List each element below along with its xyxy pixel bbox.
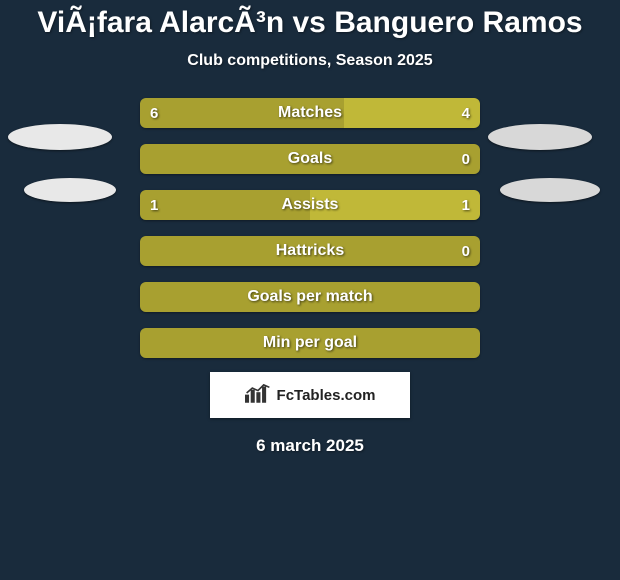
bar-wrap: Goals0 (140, 144, 480, 174)
date-text: 6 march 2025 (0, 436, 620, 456)
player-marker (500, 178, 600, 202)
bar-wrap: Goals per match (140, 282, 480, 312)
attribution-badge: FcTables.com (210, 372, 410, 418)
bar-label: Hattricks (140, 236, 480, 266)
bar-wrap: Min per goal (140, 328, 480, 358)
bar-label: Min per goal (140, 328, 480, 358)
player-marker (488, 124, 592, 150)
player-marker (24, 178, 116, 202)
attribution-icon (245, 383, 271, 407)
player-marker (8, 124, 112, 150)
value-right: 4 (462, 98, 470, 128)
attribution-text: FcTables.com (277, 387, 376, 404)
value-right: 1 (462, 190, 470, 220)
bar-wrap: Matches6 4 (140, 98, 480, 128)
page-subtitle: Club competitions, Season 2025 (0, 52, 620, 70)
value-left: 1 (150, 190, 158, 220)
value-right: 0 (462, 236, 470, 266)
comparison-row: Goals per match (0, 282, 620, 312)
value-left: 6 (150, 98, 158, 128)
value-right: 0 (462, 144, 470, 174)
bar-label: Goals per match (140, 282, 480, 312)
bar-label: Goals (140, 144, 480, 174)
bar-wrap: Assists1 1 (140, 190, 480, 220)
comparison-row: Min per goal (0, 328, 620, 358)
comparison-row: Hattricks0 (0, 236, 620, 266)
page-title: ViÃ¡fara AlarcÃ³n vs Banguero Ramos (0, 0, 620, 40)
bar-label: Matches (140, 98, 480, 128)
bar-label: Assists (140, 190, 480, 220)
bar-wrap: Hattricks0 (140, 236, 480, 266)
